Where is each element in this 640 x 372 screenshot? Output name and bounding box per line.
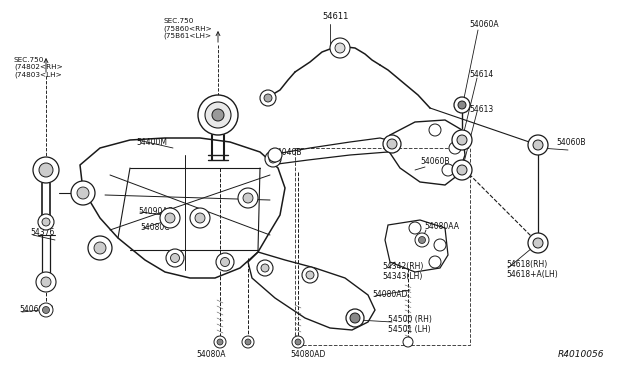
Text: 54080AD: 54080AD bbox=[372, 290, 408, 299]
Circle shape bbox=[198, 95, 238, 135]
Circle shape bbox=[41, 277, 51, 287]
Circle shape bbox=[265, 151, 281, 167]
Circle shape bbox=[302, 267, 318, 283]
Circle shape bbox=[419, 237, 426, 244]
Text: 54611: 54611 bbox=[322, 12, 348, 21]
Text: 54060A: 54060A bbox=[469, 20, 499, 29]
Circle shape bbox=[42, 218, 50, 226]
Circle shape bbox=[257, 260, 273, 276]
Text: 54060A3: 54060A3 bbox=[19, 305, 54, 314]
Circle shape bbox=[415, 233, 429, 247]
Circle shape bbox=[452, 160, 472, 180]
Circle shape bbox=[36, 272, 56, 292]
Circle shape bbox=[458, 101, 466, 109]
Text: SEC.750
(75860<RH>
(75B61<LH>: SEC.750 (75860<RH> (75B61<LH> bbox=[163, 18, 212, 39]
Circle shape bbox=[350, 313, 360, 323]
Circle shape bbox=[454, 97, 470, 113]
Text: 54613: 54613 bbox=[469, 105, 493, 114]
Circle shape bbox=[71, 181, 95, 205]
Circle shape bbox=[245, 339, 251, 345]
Circle shape bbox=[409, 222, 421, 234]
Text: 54080C: 54080C bbox=[140, 223, 170, 232]
Circle shape bbox=[330, 38, 350, 58]
Circle shape bbox=[205, 102, 231, 128]
Circle shape bbox=[533, 140, 543, 150]
Circle shape bbox=[457, 165, 467, 175]
Circle shape bbox=[38, 214, 54, 230]
Circle shape bbox=[449, 142, 461, 154]
Circle shape bbox=[260, 90, 276, 106]
Circle shape bbox=[77, 187, 89, 199]
Circle shape bbox=[195, 213, 205, 223]
Circle shape bbox=[261, 264, 269, 272]
Circle shape bbox=[214, 336, 226, 348]
Circle shape bbox=[39, 303, 53, 317]
Text: 54342(RH)
54343(LH): 54342(RH) 54343(LH) bbox=[382, 262, 424, 281]
Text: 54080A: 54080A bbox=[196, 350, 225, 359]
Circle shape bbox=[268, 148, 282, 162]
Circle shape bbox=[170, 253, 179, 263]
Circle shape bbox=[335, 43, 345, 53]
Circle shape bbox=[269, 155, 277, 163]
Circle shape bbox=[528, 135, 548, 155]
Circle shape bbox=[190, 208, 210, 228]
Circle shape bbox=[306, 271, 314, 279]
Text: 54376: 54376 bbox=[30, 228, 54, 237]
Circle shape bbox=[429, 124, 441, 136]
Circle shape bbox=[221, 257, 230, 266]
Circle shape bbox=[166, 249, 184, 267]
Circle shape bbox=[94, 242, 106, 254]
Text: 54080AD: 54080AD bbox=[290, 350, 325, 359]
Circle shape bbox=[165, 213, 175, 223]
Circle shape bbox=[383, 135, 401, 153]
Text: 54060B: 54060B bbox=[420, 157, 449, 166]
Circle shape bbox=[434, 239, 446, 251]
Text: 54400M: 54400M bbox=[136, 138, 167, 147]
Text: 54618(RH)
54618+A(LH): 54618(RH) 54618+A(LH) bbox=[506, 260, 557, 279]
Circle shape bbox=[88, 236, 112, 260]
Circle shape bbox=[160, 208, 180, 228]
Circle shape bbox=[452, 130, 472, 150]
Circle shape bbox=[243, 193, 253, 203]
Circle shape bbox=[33, 157, 59, 183]
Circle shape bbox=[242, 336, 254, 348]
Text: 54614: 54614 bbox=[469, 70, 493, 79]
Circle shape bbox=[264, 94, 272, 102]
Circle shape bbox=[212, 109, 224, 121]
Text: 54080AA: 54080AA bbox=[424, 222, 459, 231]
Text: 54040B: 54040B bbox=[272, 148, 301, 157]
Circle shape bbox=[42, 307, 49, 314]
Circle shape bbox=[429, 256, 441, 268]
Circle shape bbox=[238, 188, 258, 208]
Circle shape bbox=[292, 336, 304, 348]
Circle shape bbox=[457, 135, 467, 145]
Circle shape bbox=[217, 339, 223, 345]
Text: 54500 (RH)
54501 (LH): 54500 (RH) 54501 (LH) bbox=[388, 315, 432, 334]
Text: 54060B: 54060B bbox=[556, 138, 586, 147]
Circle shape bbox=[387, 139, 397, 149]
Text: 54090AC: 54090AC bbox=[138, 207, 173, 216]
Circle shape bbox=[442, 164, 454, 176]
Circle shape bbox=[216, 253, 234, 271]
Circle shape bbox=[403, 337, 413, 347]
Text: R4010056: R4010056 bbox=[558, 350, 605, 359]
Circle shape bbox=[533, 238, 543, 248]
Circle shape bbox=[295, 339, 301, 345]
Circle shape bbox=[39, 163, 53, 177]
Circle shape bbox=[346, 309, 364, 327]
Circle shape bbox=[528, 233, 548, 253]
Text: SEC.750
(74802<RH>
(74803<LH>: SEC.750 (74802<RH> (74803<LH> bbox=[14, 57, 63, 78]
